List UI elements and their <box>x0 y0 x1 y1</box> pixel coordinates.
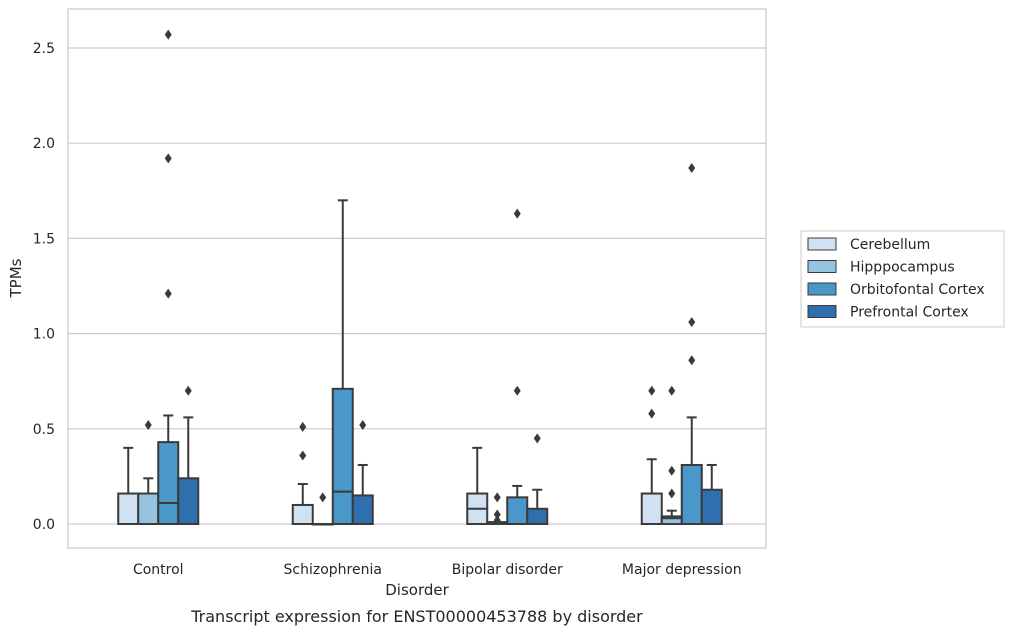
outlier-point <box>319 492 327 503</box>
outlier-point <box>668 488 676 499</box>
box-orbitofontal-cortex <box>157 29 180 525</box>
outlier-point <box>513 208 521 219</box>
outlier-point <box>533 433 541 444</box>
box-rect <box>177 477 200 525</box>
legend-swatch <box>807 260 837 273</box>
box-rect <box>700 488 723 525</box>
box-prefrontal-cortex <box>526 433 549 526</box>
outlier-point <box>184 385 192 396</box>
plot-frame <box>67 8 767 549</box>
legend-item: Prefrontal Cortex <box>807 305 969 321</box>
box-rect <box>137 492 160 526</box>
box-cerebellum <box>117 446 140 526</box>
outlier-point <box>164 29 172 40</box>
box-rect <box>291 503 314 525</box>
box-rect <box>640 492 663 526</box>
outlier-point <box>688 355 696 366</box>
box-hipppocampus <box>486 492 509 526</box>
outlier-point <box>688 317 696 328</box>
outlier-point <box>144 419 152 430</box>
box-orbitofontal-cortex <box>506 208 529 525</box>
box-rect <box>506 496 529 525</box>
outlier-point <box>668 465 676 476</box>
x-tick-label: Major depression <box>622 562 742 578</box>
x-tick-label: Control <box>133 562 184 578</box>
box-rect <box>351 494 374 526</box>
y-axis-label: TPMs <box>7 258 25 298</box>
y-tick-label: 2.0 <box>33 136 55 152</box>
legend-label: Prefrontal Cortex <box>850 305 969 321</box>
outlier-point <box>299 421 307 432</box>
outlier-point <box>493 492 501 503</box>
box-cerebellum <box>466 446 489 526</box>
outlier-point <box>164 288 172 299</box>
legend: Cerebellum Hipppocampus Orbitofontal Corte… <box>800 230 1005 328</box>
category-group <box>466 208 549 526</box>
legend-swatch <box>807 282 837 296</box>
outlier-point <box>513 385 521 396</box>
box-rect <box>117 492 140 526</box>
legend-items: Cerebellum Hipppocampus Orbitofontal Corte… <box>807 237 985 321</box>
legend-item: Orbitofontal Cortex <box>807 282 985 298</box>
outlier-point <box>299 450 307 461</box>
category-group <box>117 29 200 526</box>
y-tick-label: 0.5 <box>33 422 55 438</box>
outlier-point <box>668 385 676 396</box>
outlier-point <box>648 408 656 419</box>
legend-item: Hipppocampus <box>807 260 955 276</box>
outlier-point <box>493 509 501 520</box>
legend-label: Cerebellum <box>850 237 930 253</box>
box-prefrontal-cortex <box>177 385 200 525</box>
box-rect <box>157 441 180 525</box>
box-orbitofontal-cortex <box>331 199 354 526</box>
outlier-point <box>359 419 367 430</box>
x-axis-label: Disorder <box>385 581 449 599</box>
y-tick-labels: 0.0 0.5 1.0 1.5 2.0 2.5 <box>33 41 55 533</box>
legend-swatch <box>807 237 837 251</box>
outlier-point <box>164 153 172 164</box>
y-tick-label: 1.5 <box>33 231 55 247</box>
y-tick-label: 1.0 <box>33 327 55 343</box>
box-cerebellum <box>291 421 314 525</box>
y-tick-label: 2.5 <box>33 41 55 57</box>
outlier-point <box>688 162 696 173</box>
box-prefrontal-cortex <box>351 419 374 526</box>
category-group <box>640 162 723 526</box>
box-prefrontal-cortex <box>700 463 723 525</box>
box-rect <box>331 387 354 526</box>
x-tick-label: Bipolar disorder <box>452 562 563 578</box>
box-hipppocampus <box>311 492 334 526</box>
legend-label: Hipppocampus <box>850 260 955 276</box>
box-groups <box>117 29 723 526</box>
box-hipppocampus <box>137 419 160 526</box>
box-cerebellum <box>640 385 663 526</box>
outlier-point <box>493 515 501 526</box>
category-group <box>291 199 374 526</box>
legend-item: Cerebellum <box>807 237 930 253</box>
outlier-point <box>648 385 656 396</box>
box-rect <box>526 507 549 526</box>
box-hipppocampus <box>660 385 683 525</box>
legend-swatch <box>807 305 837 318</box>
chart-caption: Transcript expression for ENST0000045378… <box>190 607 643 626</box>
y-tick-label: 0.0 <box>33 517 55 533</box>
x-tick-label: Schizophrenia <box>284 562 382 578</box>
x-tick-labels: Control Schizophrenia Bipolar disorder Majo… <box>133 562 742 578</box>
legend-label: Orbitofontal Cortex <box>850 282 985 298</box>
box-rect <box>680 463 703 526</box>
box-orbitofontal-cortex <box>680 162 703 526</box>
